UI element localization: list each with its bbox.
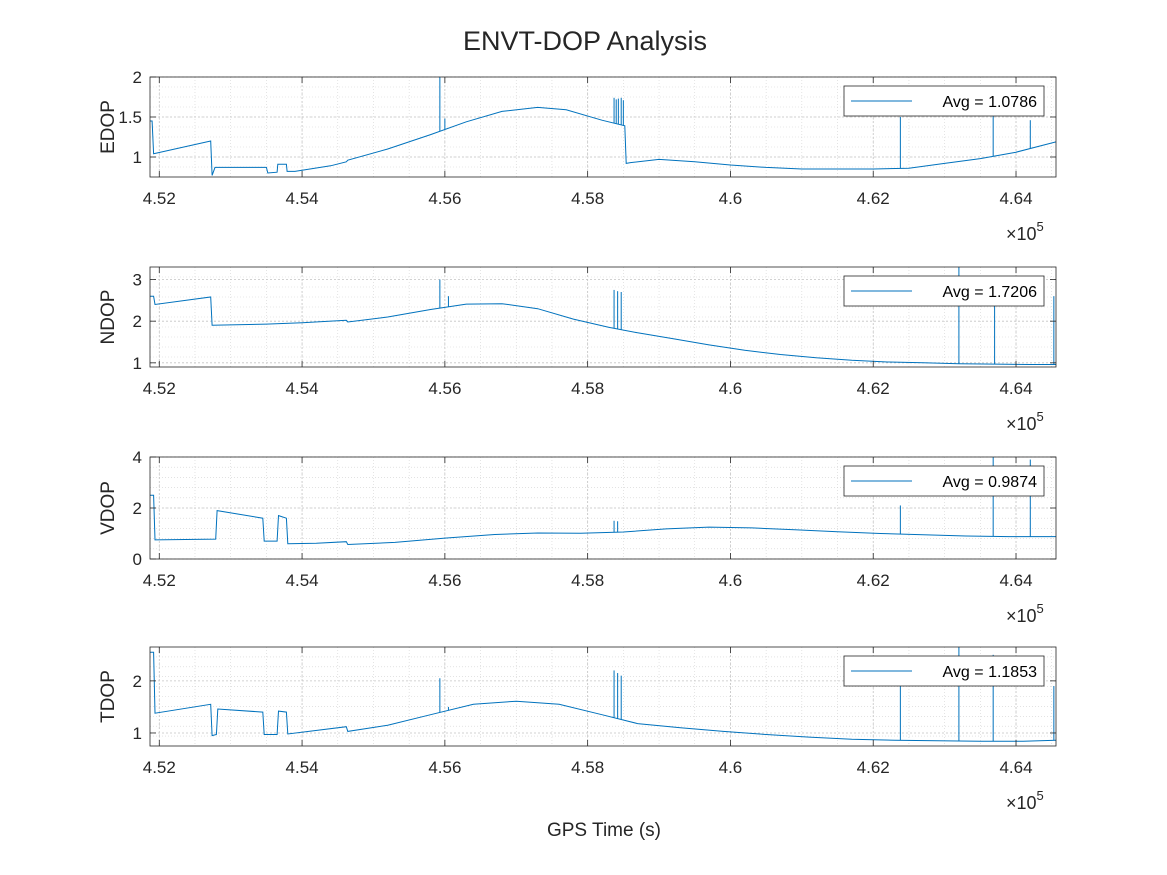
x-tick-label: 4.58	[571, 189, 604, 208]
x-tick-label: 4.54	[286, 379, 319, 398]
subplot-ndop: 4.52 4.54 4.56 4.58 4.6 4.62 4.64 1 2 3 NDOP ×105 Av…	[98, 266, 1057, 434]
legend-entry: Avg = 1.1853	[943, 664, 1038, 681]
x-tick-label: 4.58	[571, 758, 604, 777]
y-tick-label: 1	[133, 724, 142, 743]
y-tick-label: 1	[133, 148, 142, 167]
y-axis-label: VDOP	[98, 481, 119, 535]
subplot-stack: 4.52 4.54 4.56 4.58 4.6 4.62 4.6411.52EDOP×105…	[98, 68, 1057, 813]
x-exponent-power: 5	[1037, 409, 1044, 424]
axes-box	[149, 266, 1057, 368]
y-tick-label: 4	[133, 448, 142, 467]
x-tick-label: 4.64	[999, 379, 1032, 398]
legend-entry: Avg = 1.0786	[943, 94, 1038, 111]
x-tick-label: 4.56	[428, 379, 461, 398]
y-tick-label: 2	[133, 68, 142, 87]
legend: Avg = 1.7206	[843, 275, 1045, 307]
x-exponent-label: ×105	[1006, 601, 1044, 626]
y-tick-label: 2	[133, 312, 142, 331]
x-tick-label: 4.62	[857, 189, 890, 208]
subplot-edop: 4.52 4.54 4.56 4.58 4.6 4.62 4.64 1 1.5 2 EDOP ×105…	[98, 68, 1057, 244]
x-tick-label: 4.6	[719, 379, 743, 398]
x-tick-label: 4.62	[857, 571, 890, 590]
y-tick-label: 3	[133, 271, 142, 290]
x-tick-label: 4.6	[719, 571, 743, 590]
x-tick-label: 4.64	[999, 571, 1032, 590]
x-exponent-label: ×105	[1006, 788, 1044, 813]
subplot-tdop: 4.52 4.54 4.56 4.58 4.6 4.62 4.64 1 2 TDOP ×105 Avg…	[98, 646, 1057, 813]
x-exponent-label: ×105	[1006, 409, 1044, 434]
x-exponent-power: 5	[1037, 788, 1044, 803]
x-exponent-base: ×10	[1006, 793, 1037, 813]
axes-box	[149, 646, 1057, 747]
legend: Avg = 1.0786	[843, 85, 1045, 117]
series-line	[150, 106, 1056, 176]
series-line	[150, 295, 1056, 365]
x-exponent-power: 5	[1037, 601, 1044, 616]
axes-box	[149, 76, 1057, 178]
x-tick-label: 4.58	[571, 571, 604, 590]
x-exponent-base: ×10	[1006, 606, 1037, 626]
legend-box	[843, 655, 1045, 687]
y-tick-label: 1	[133, 354, 142, 373]
x-tick-label: 4.58	[571, 379, 604, 398]
x-tick-label: 4.62	[857, 379, 890, 398]
x-tick-label: 4.54	[286, 189, 319, 208]
y-tick-label: 2	[133, 672, 142, 691]
x-tick-label: 4.52	[143, 758, 176, 777]
x-tick-label: 4.64	[999, 189, 1032, 208]
x-exponent-power: 5	[1037, 219, 1044, 234]
legend: Avg = 0.9874	[843, 465, 1045, 497]
x-tick-label: 4.64	[999, 758, 1032, 777]
series-line	[150, 651, 1056, 742]
legend: Avg = 1.1853	[843, 655, 1045, 687]
subplot-vdop: 4.52 4.54 4.56 4.58 4.6 4.62 4.64 0 2 4 VDOP ×105 Av…	[98, 448, 1057, 626]
legend-entry: Avg = 0.9874	[943, 474, 1038, 491]
y-tick-label: 0	[133, 550, 142, 569]
x-tick-label: 4.56	[428, 758, 461, 777]
x-tick-label: 4.52	[143, 571, 176, 590]
legend-entry: Avg = 1.7206	[943, 284, 1038, 301]
x-exponent-base: ×10	[1006, 224, 1037, 244]
y-axis-label: TDOP	[98, 670, 119, 723]
x-tick-label: 4.56	[428, 189, 461, 208]
x-tick-label: 4.62	[857, 758, 890, 777]
x-tick-label: 4.54	[286, 571, 319, 590]
y-axis-label: EDOP	[98, 100, 119, 154]
series-line	[150, 494, 1056, 546]
x-tick-label: 4.56	[428, 571, 461, 590]
x-tick-label: 4.52	[143, 379, 176, 398]
x-axis-label: GPS Time (s)	[547, 820, 661, 841]
y-tick-label: 2	[133, 499, 142, 518]
x-tick-label: 4.54	[286, 758, 319, 777]
figure-title: ENVT-DOP Analysis	[463, 26, 707, 56]
x-tick-label: 4.6	[719, 189, 743, 208]
x-exponent-label: ×105	[1006, 219, 1044, 244]
x-tick-label: 4.6	[719, 758, 743, 777]
x-tick-label: 4.52	[143, 189, 176, 208]
y-tick-label: 1.5	[118, 108, 142, 127]
y-axis-label: NDOP	[98, 290, 119, 345]
x-exponent-base: ×10	[1006, 414, 1037, 434]
